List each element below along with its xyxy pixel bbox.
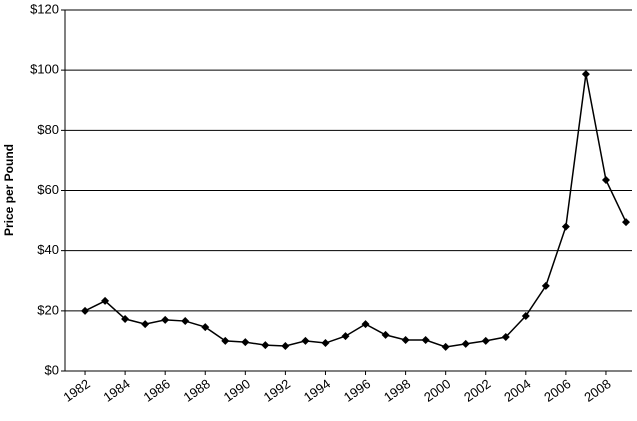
data-point xyxy=(581,70,590,79)
data-point xyxy=(501,333,510,342)
x-tick-label: 2002 xyxy=(461,376,493,405)
x-tick-label: 1994 xyxy=(301,376,333,405)
data-point xyxy=(381,330,390,339)
data-point xyxy=(401,336,410,345)
data-point xyxy=(541,281,550,290)
data-point xyxy=(221,336,230,345)
data-point xyxy=(601,175,610,184)
x-tick-label: 1998 xyxy=(381,376,413,405)
x-tick-label: 1986 xyxy=(141,376,173,405)
data-point xyxy=(181,317,190,326)
x-tick-label: 2004 xyxy=(501,376,533,405)
data-point xyxy=(101,296,110,305)
x-tick-label: 2008 xyxy=(581,376,613,405)
data-point xyxy=(241,338,250,347)
x-tick-label: 1996 xyxy=(341,376,373,405)
data-point xyxy=(261,341,270,350)
data-point xyxy=(201,323,210,332)
data-point xyxy=(141,320,150,329)
data-point xyxy=(481,336,490,345)
x-tick-label: 2006 xyxy=(541,376,573,405)
y-tick-label: $120 xyxy=(30,1,59,16)
data-point xyxy=(421,336,430,345)
data-point xyxy=(281,342,290,351)
data-point xyxy=(341,332,350,341)
x-tick-label: 1990 xyxy=(221,376,253,405)
x-tick-label: 2000 xyxy=(421,376,453,405)
data-point xyxy=(321,339,330,348)
data-point xyxy=(361,320,370,329)
data-point xyxy=(461,339,470,348)
data-point xyxy=(621,218,630,227)
y-tick-label: $100 xyxy=(30,62,59,77)
data-point xyxy=(521,311,530,320)
y-tick-label: $0 xyxy=(45,362,59,377)
y-tick-label: $20 xyxy=(37,302,59,317)
data-point xyxy=(301,336,310,345)
data-line xyxy=(84,73,627,348)
data-point xyxy=(561,222,570,231)
y-tick-label: $80 xyxy=(37,122,59,137)
data-point xyxy=(81,306,90,315)
x-tick-label: 1992 xyxy=(261,376,293,405)
x-tick-label: 1982 xyxy=(60,376,92,405)
data-point xyxy=(161,315,170,324)
x-tick-label: 1984 xyxy=(101,376,133,405)
y-tick-label: $60 xyxy=(37,182,59,197)
data-point xyxy=(121,314,130,323)
x-tick-label: 1988 xyxy=(181,376,213,405)
y-tick-label: $40 xyxy=(37,242,59,257)
y-axis-label: Price per Pound xyxy=(2,144,16,236)
data-point xyxy=(441,342,450,351)
